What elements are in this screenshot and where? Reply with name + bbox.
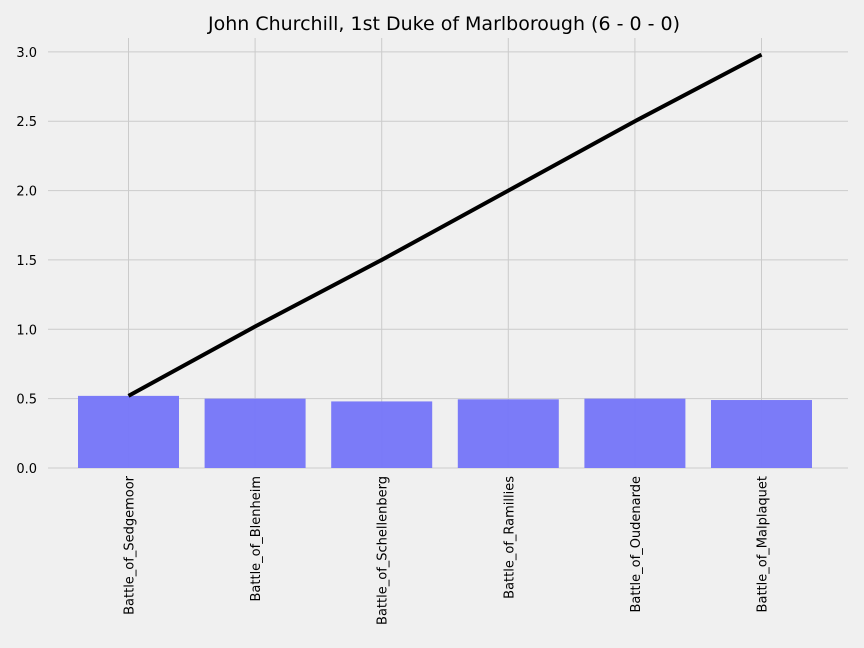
- line-series: [127, 52, 763, 398]
- bar: [457, 399, 559, 468]
- x-tick-label: Battle_of_Schellenberg: [376, 476, 391, 625]
- chart-title: John Churchill, 1st Duke of Marlborough …: [207, 13, 680, 35]
- x-tick-label: Battle_of_Oudenarde: [629, 476, 644, 613]
- x-tick-label: Battle_of_Blenheim: [249, 476, 264, 602]
- line-series-path: [127, 52, 763, 398]
- y-tick-label: 2.5: [16, 115, 37, 130]
- y-tick-label: 1.5: [16, 254, 37, 269]
- x-tick-label: Battle_of_Sedgemoor: [123, 475, 138, 615]
- y-tick-label: 2.0: [16, 185, 37, 200]
- bar: [78, 395, 179, 468]
- y-axis-ticks: 0.0 0.5 1.0 1.5 2.0 2.5 3.0: [16, 46, 37, 477]
- bar: [584, 398, 686, 468]
- y-tick-label: 1.0: [16, 323, 37, 338]
- y-tick-label: 3.0: [16, 46, 37, 61]
- x-tick-label: Battle_of_Ramillies: [502, 476, 517, 599]
- y-tick-label: 0.5: [16, 393, 37, 408]
- x-tick-label: Battle_of_Malplaquet: [756, 476, 771, 612]
- bar: [711, 400, 812, 468]
- bar-series: [78, 395, 812, 468]
- x-axis-ticks: Battle_of_Sedgemoor Battle_of_Blenheim Bat…: [123, 475, 771, 625]
- bar: [204, 398, 306, 468]
- y-tick-label: 0.0: [16, 462, 37, 477]
- grid: [48, 38, 848, 469]
- bar: [331, 401, 433, 468]
